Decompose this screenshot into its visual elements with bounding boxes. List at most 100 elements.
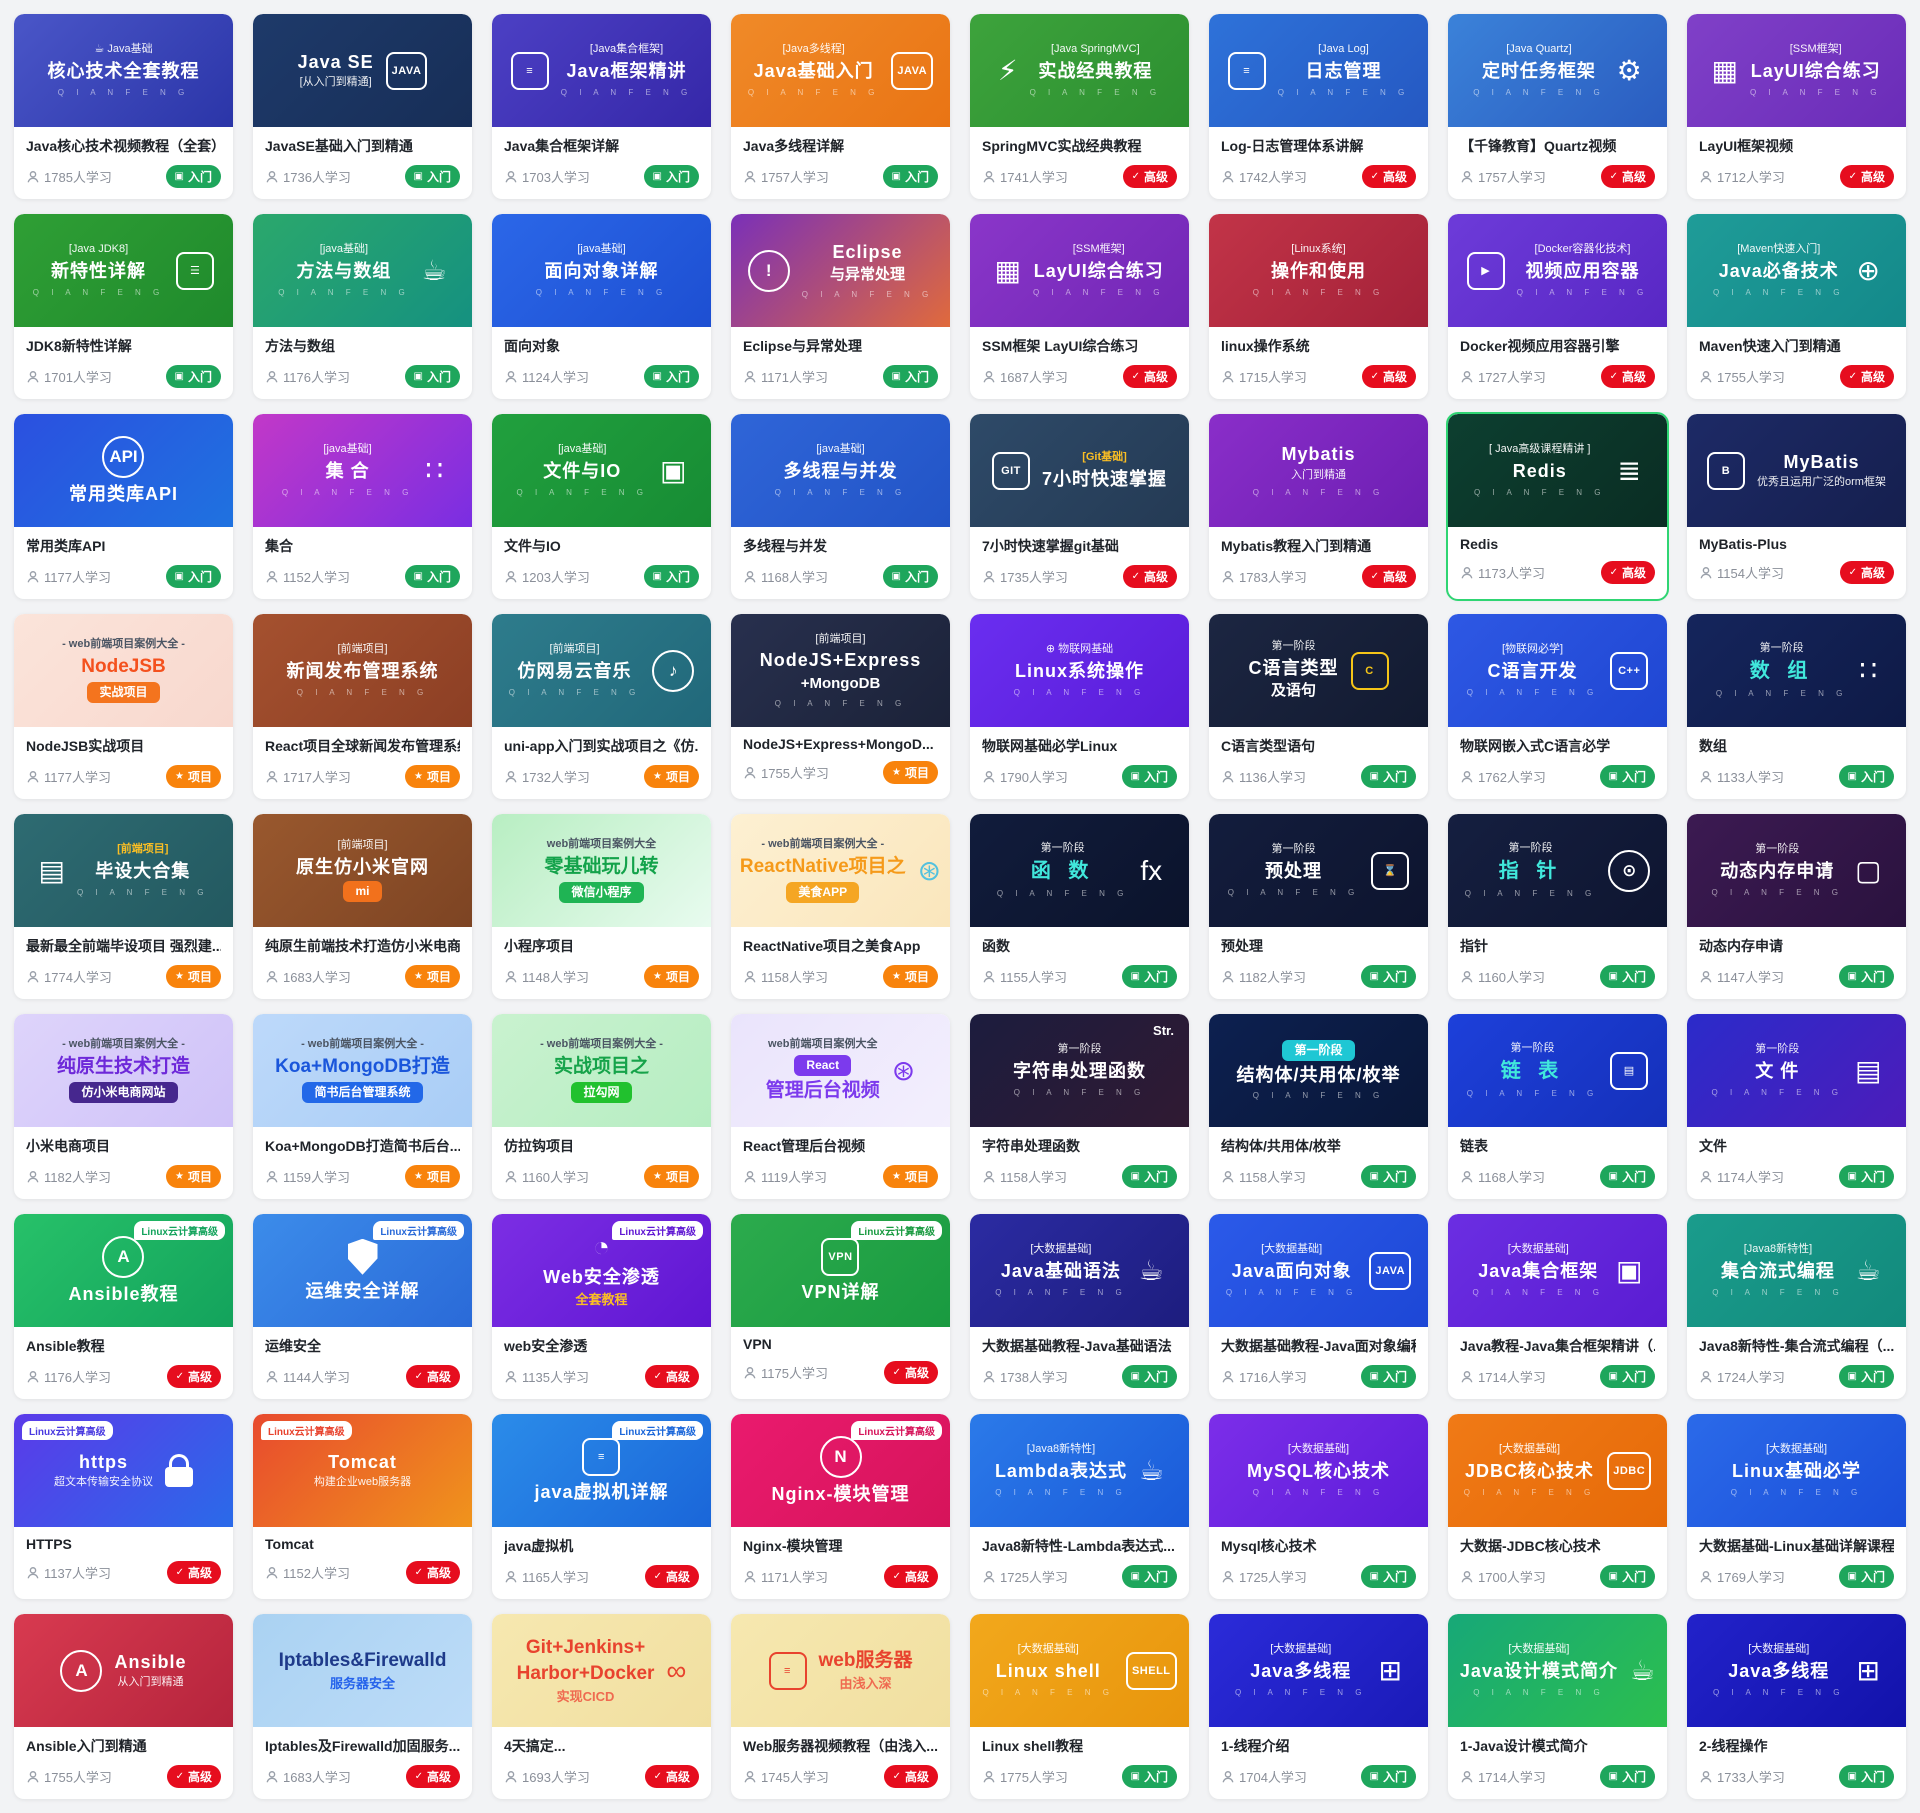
course-thumbnail[interactable]: 第一阶段 结构体/共用体/枚举 Q I A N F E N G xyxy=(1209,1014,1428,1127)
course-card[interactable]: [java基础] 方法与数组 Q I A N F E N G ☕ 方法与数组 117… xyxy=(253,214,472,399)
course-card[interactable]: [Maven快速入门] Java必备技术 Q I A N F E N G ⊕ Mav… xyxy=(1687,214,1906,399)
course-card[interactable]: ▦ [SSM框架] LayUI综合练习 Q I A N F E N G LayUI框架… xyxy=(1687,14,1906,199)
course-thumbnail[interactable]: https 超文本传输安全协议 Linux云计算高级 xyxy=(14,1414,233,1527)
course-card[interactable]: ≡ web服务器 由浅入深 Web服务器视频教程（由浅入... 1745人学习 ✓ … xyxy=(731,1614,950,1799)
course-title[interactable]: uni-app入门到实战项目之《仿... xyxy=(504,738,699,754)
course-card[interactable]: [大数据基础] JDBC核心技术 Q I A N F E N G JDBC 大数据-… xyxy=(1448,1414,1667,1599)
course-card[interactable]: [Java8新特性] 集合流式编程 Q I A N F E N G ☕ Java8新… xyxy=(1687,1214,1906,1399)
course-thumbnail[interactable]: [大数据基础] Java多线程 Q I A N F E N G ⊞ xyxy=(1209,1614,1428,1727)
course-card[interactable]: [大数据基础] Java多线程 Q I A N F E N G ⊞ 2-线程操作 1… xyxy=(1687,1614,1906,1799)
course-title[interactable]: Mybatis教程入门到精通 xyxy=(1221,538,1372,554)
course-thumbnail[interactable]: - web前端项目案例大全 - 纯原生技术打造 仿小米电商网站 xyxy=(14,1014,233,1127)
course-thumbnail[interactable]: ⚡ [Java SpringMVC] 实战经典教程 Q I A N F E N G xyxy=(970,14,1189,127)
course-title[interactable]: Java8新特性-Lambda表达式... xyxy=(982,1538,1175,1554)
course-title[interactable]: Java教程-Java集合框架精讲（... xyxy=(1460,1338,1655,1354)
course-card[interactable]: ▦ [SSM框架] LayUI综合练习 Q I A N F E N G SSM框架 L… xyxy=(970,214,1189,399)
course-thumbnail[interactable]: web前端项目案例大全 React 管理后台视频 ⊛ xyxy=(731,1014,950,1127)
course-thumbnail[interactable]: [Linux系统] 操作和使用 Q I A N F E N G xyxy=(1209,214,1428,327)
course-title[interactable]: 7小时快速掌握git基础 xyxy=(982,538,1119,554)
course-thumbnail[interactable]: [大数据基础] Linux shell Q I A N F E N G SHELL xyxy=(970,1614,1189,1727)
course-thumbnail[interactable]: ▶ [Docker容器化技术] 视频应用容器 Q I A N F E N G xyxy=(1448,214,1667,327)
course-card[interactable]: ! Eclipse 与异常处理 Q I A N F E N G Eclipse与异常处… xyxy=(731,214,950,399)
course-card[interactable]: A Ansible 从入门到精通 Ansible入门到精通 1755人学习 ✓ 高级 xyxy=(14,1614,233,1799)
course-title[interactable]: Log-日志管理体系讲解 xyxy=(1221,138,1364,154)
course-title[interactable]: ReactNative项目之美食App xyxy=(743,938,921,954)
course-title[interactable]: Linux shell教程 xyxy=(982,1738,1084,1754)
course-card[interactable]: [java基础] 多线程与并发 Q I A N F E N G 多线程与并发 116… xyxy=(731,414,950,599)
course-thumbnail[interactable]: ▦ [SSM框架] LayUI综合练习 Q I A N F E N G xyxy=(1687,14,1906,127)
course-thumbnail[interactable]: [大数据基础] Java集合框架 Q I A N F E N G ▣ xyxy=(1448,1214,1667,1327)
course-thumbnail[interactable]: B MyBatis 优秀且运用广泛的orm框架 xyxy=(1687,414,1906,527)
course-title[interactable]: Docker视频应用容器引擎 xyxy=(1460,338,1620,354)
course-title[interactable]: Java集合框架详解 xyxy=(504,138,620,154)
course-card[interactable]: 第一阶段 C语言类型 及语句 C C语言类型语句 1136人学习 ▣ 入门 xyxy=(1209,614,1428,799)
course-title[interactable]: 2-线程操作 xyxy=(1699,1738,1768,1754)
course-thumbnail[interactable]: [前端项目] NodeJS+Express +MongoDB Q I A N F E … xyxy=(731,614,950,727)
course-thumbnail[interactable]: ▦ [SSM框架] LayUI综合练习 Q I A N F E N G xyxy=(970,214,1189,327)
course-thumbnail[interactable]: ☕ Java基础 核心技术全套教程 Q I A N F E N G xyxy=(14,14,233,127)
course-card[interactable]: 第一阶段 动态内存申请 Q I A N F E N G ▢ 动态内存申请 1147人… xyxy=(1687,814,1906,999)
course-title[interactable]: web安全渗透 xyxy=(504,1338,588,1354)
course-thumbnail[interactable]: - web前端项目案例大全 - Koa+MongoDB打造 简书后台管理系统 xyxy=(253,1014,472,1127)
course-thumbnail[interactable]: [大数据基础] Java多线程 Q I A N F E N G ⊞ xyxy=(1687,1614,1906,1727)
course-thumbnail[interactable]: N Nginx-模块管理 Linux云计算高级 xyxy=(731,1414,950,1527)
course-card[interactable]: - web前端项目案例大全 - NodeJSB 实战项目 NodeJSB实战项目 1… xyxy=(14,614,233,799)
course-title[interactable]: Java8新特性-集合流式编程（... xyxy=(1699,1338,1894,1354)
course-thumbnail[interactable]: ! Eclipse 与异常处理 Q I A N F E N G xyxy=(731,214,950,327)
course-card[interactable]: A Ansible教程 Linux云计算高级 Ansible教程 1176人学习 … xyxy=(14,1214,233,1399)
course-card[interactable]: [java基础] 文件与IO Q I A N F E N G ▣ 文件与IO 120… xyxy=(492,414,711,599)
course-thumbnail[interactable]: Iptables&Firewalld 服务器安全 xyxy=(253,1614,472,1727)
course-thumbnail[interactable]: ▤ [前端项目] 毕设大合集 Q I A N F E N G xyxy=(14,814,233,927)
course-title[interactable]: 1-Java设计模式简介 xyxy=(1460,1738,1588,1754)
course-title[interactable]: Tomcat xyxy=(265,1536,314,1552)
course-title[interactable]: Mysql核心技术 xyxy=(1221,1538,1317,1554)
course-card[interactable]: [Linux系统] 操作和使用 Q I A N F E N G linux操作系统 … xyxy=(1209,214,1428,399)
course-title[interactable]: Redis xyxy=(1460,536,1499,552)
course-title[interactable]: 大数据基础-Linux基础详解课程 xyxy=(1699,1538,1894,1554)
course-thumbnail[interactable]: [前端项目] 仿网易云音乐 Q I A N F E N G ♪ xyxy=(492,614,711,727)
course-thumbnail[interactable]: GIT [Git基础] 7小时快速掌握 xyxy=(970,414,1189,527)
course-card[interactable]: - web前端项目案例大全 - Koa+MongoDB打造 简书后台管理系统 Koa… xyxy=(253,1014,472,1199)
course-card[interactable]: 第一阶段 预处理 Q I A N F E N G ⌛ 预处理 1182人学习 ▣ 入… xyxy=(1209,814,1428,999)
course-title[interactable]: 集合 xyxy=(265,538,293,554)
course-thumbnail[interactable]: ⊕ 物联网基础 Linux系统操作 Q I A N F E N G xyxy=(970,614,1189,727)
course-title[interactable]: 4天搞定... xyxy=(504,1738,566,1754)
course-card[interactable]: 第一阶段 字符串处理函数 Q I A N F E N G Str. 字符串处理函数 … xyxy=(970,1014,1189,1199)
course-card[interactable]: VPN VPN详解 Linux云计算高级 VPN 1175人学习 ✓ 高级 xyxy=(731,1214,950,1399)
course-card[interactable]: [java基础] 面向对象详解 Q I A N F E N G 面向对象 1124人… xyxy=(492,214,711,399)
course-thumbnail[interactable]: 运维安全详解 Linux云计算高级 xyxy=(253,1214,472,1327)
course-title[interactable]: 1-线程介绍 xyxy=(1221,1738,1290,1754)
course-thumbnail[interactable]: [Java多线程] Java基础入门 Q I A N F E N G JAVA xyxy=(731,14,950,127)
course-card[interactable]: ⚡ [Java SpringMVC] 实战经典教程 Q I A N F E N G S… xyxy=(970,14,1189,199)
course-card[interactable]: [Java8新特性] Lambda表达式 Q I A N F E N G ☕ Jav… xyxy=(970,1414,1189,1599)
course-title[interactable]: 大数据-JDBC核心技术 xyxy=(1460,1538,1601,1554)
course-thumbnail[interactable]: ≡ [Java集合框架] Java框架精讲 Q I A N F E N G xyxy=(492,14,711,127)
course-thumbnail[interactable]: [前端项目] 新闻发布管理系统 Q I A N F E N G xyxy=(253,614,472,727)
course-card[interactable]: B MyBatis 优秀且运用广泛的orm框架 MyBatis-Plus 1154人… xyxy=(1687,414,1906,599)
course-title[interactable]: 仿拉钩项目 xyxy=(504,1138,574,1154)
course-thumbnail[interactable]: [大数据基础] Java基础语法 Q I A N F E N G ☕ xyxy=(970,1214,1189,1327)
course-thumbnail[interactable]: 第一阶段 字符串处理函数 Q I A N F E N G Str. xyxy=(970,1014,1189,1127)
course-card[interactable]: [大数据基础] Java基础语法 Q I A N F E N G ☕ 大数据基础教程… xyxy=(970,1214,1189,1399)
course-card[interactable]: Mybatis 入门到精通 Q I A N F E N G Mybatis教程入门到… xyxy=(1209,414,1428,599)
course-title[interactable]: 运维安全 xyxy=(265,1338,321,1354)
course-card[interactable]: API 常用类库API 常用类库API 1177人学习 ▣ 入门 xyxy=(14,414,233,599)
course-thumbnail[interactable]: Java SE [从入门到精通] JAVA xyxy=(253,14,472,127)
course-title[interactable]: Eclipse与异常处理 xyxy=(743,338,863,354)
course-thumbnail[interactable]: [大数据基础] MySQL核心技术 Q I A N F E N G xyxy=(1209,1414,1428,1527)
course-thumbnail[interactable]: [前端项目] 原生仿小米官网 mi xyxy=(253,814,472,927)
course-title[interactable]: 最新最全前端毕设项目 强烈建... xyxy=(26,938,221,954)
course-card[interactable]: 第一阶段 结构体/共用体/枚举 Q I A N F E N G 结构体/共用体/枚举… xyxy=(1209,1014,1428,1199)
course-title[interactable]: LayUI框架视频 xyxy=(1699,138,1794,154)
course-card[interactable]: [前端项目] 仿网易云音乐 Q I A N F E N G ♪ uni-app入门到… xyxy=(492,614,711,799)
course-thumbnail[interactable]: API 常用类库API xyxy=(14,414,233,527)
course-title[interactable]: 预处理 xyxy=(1221,938,1263,954)
